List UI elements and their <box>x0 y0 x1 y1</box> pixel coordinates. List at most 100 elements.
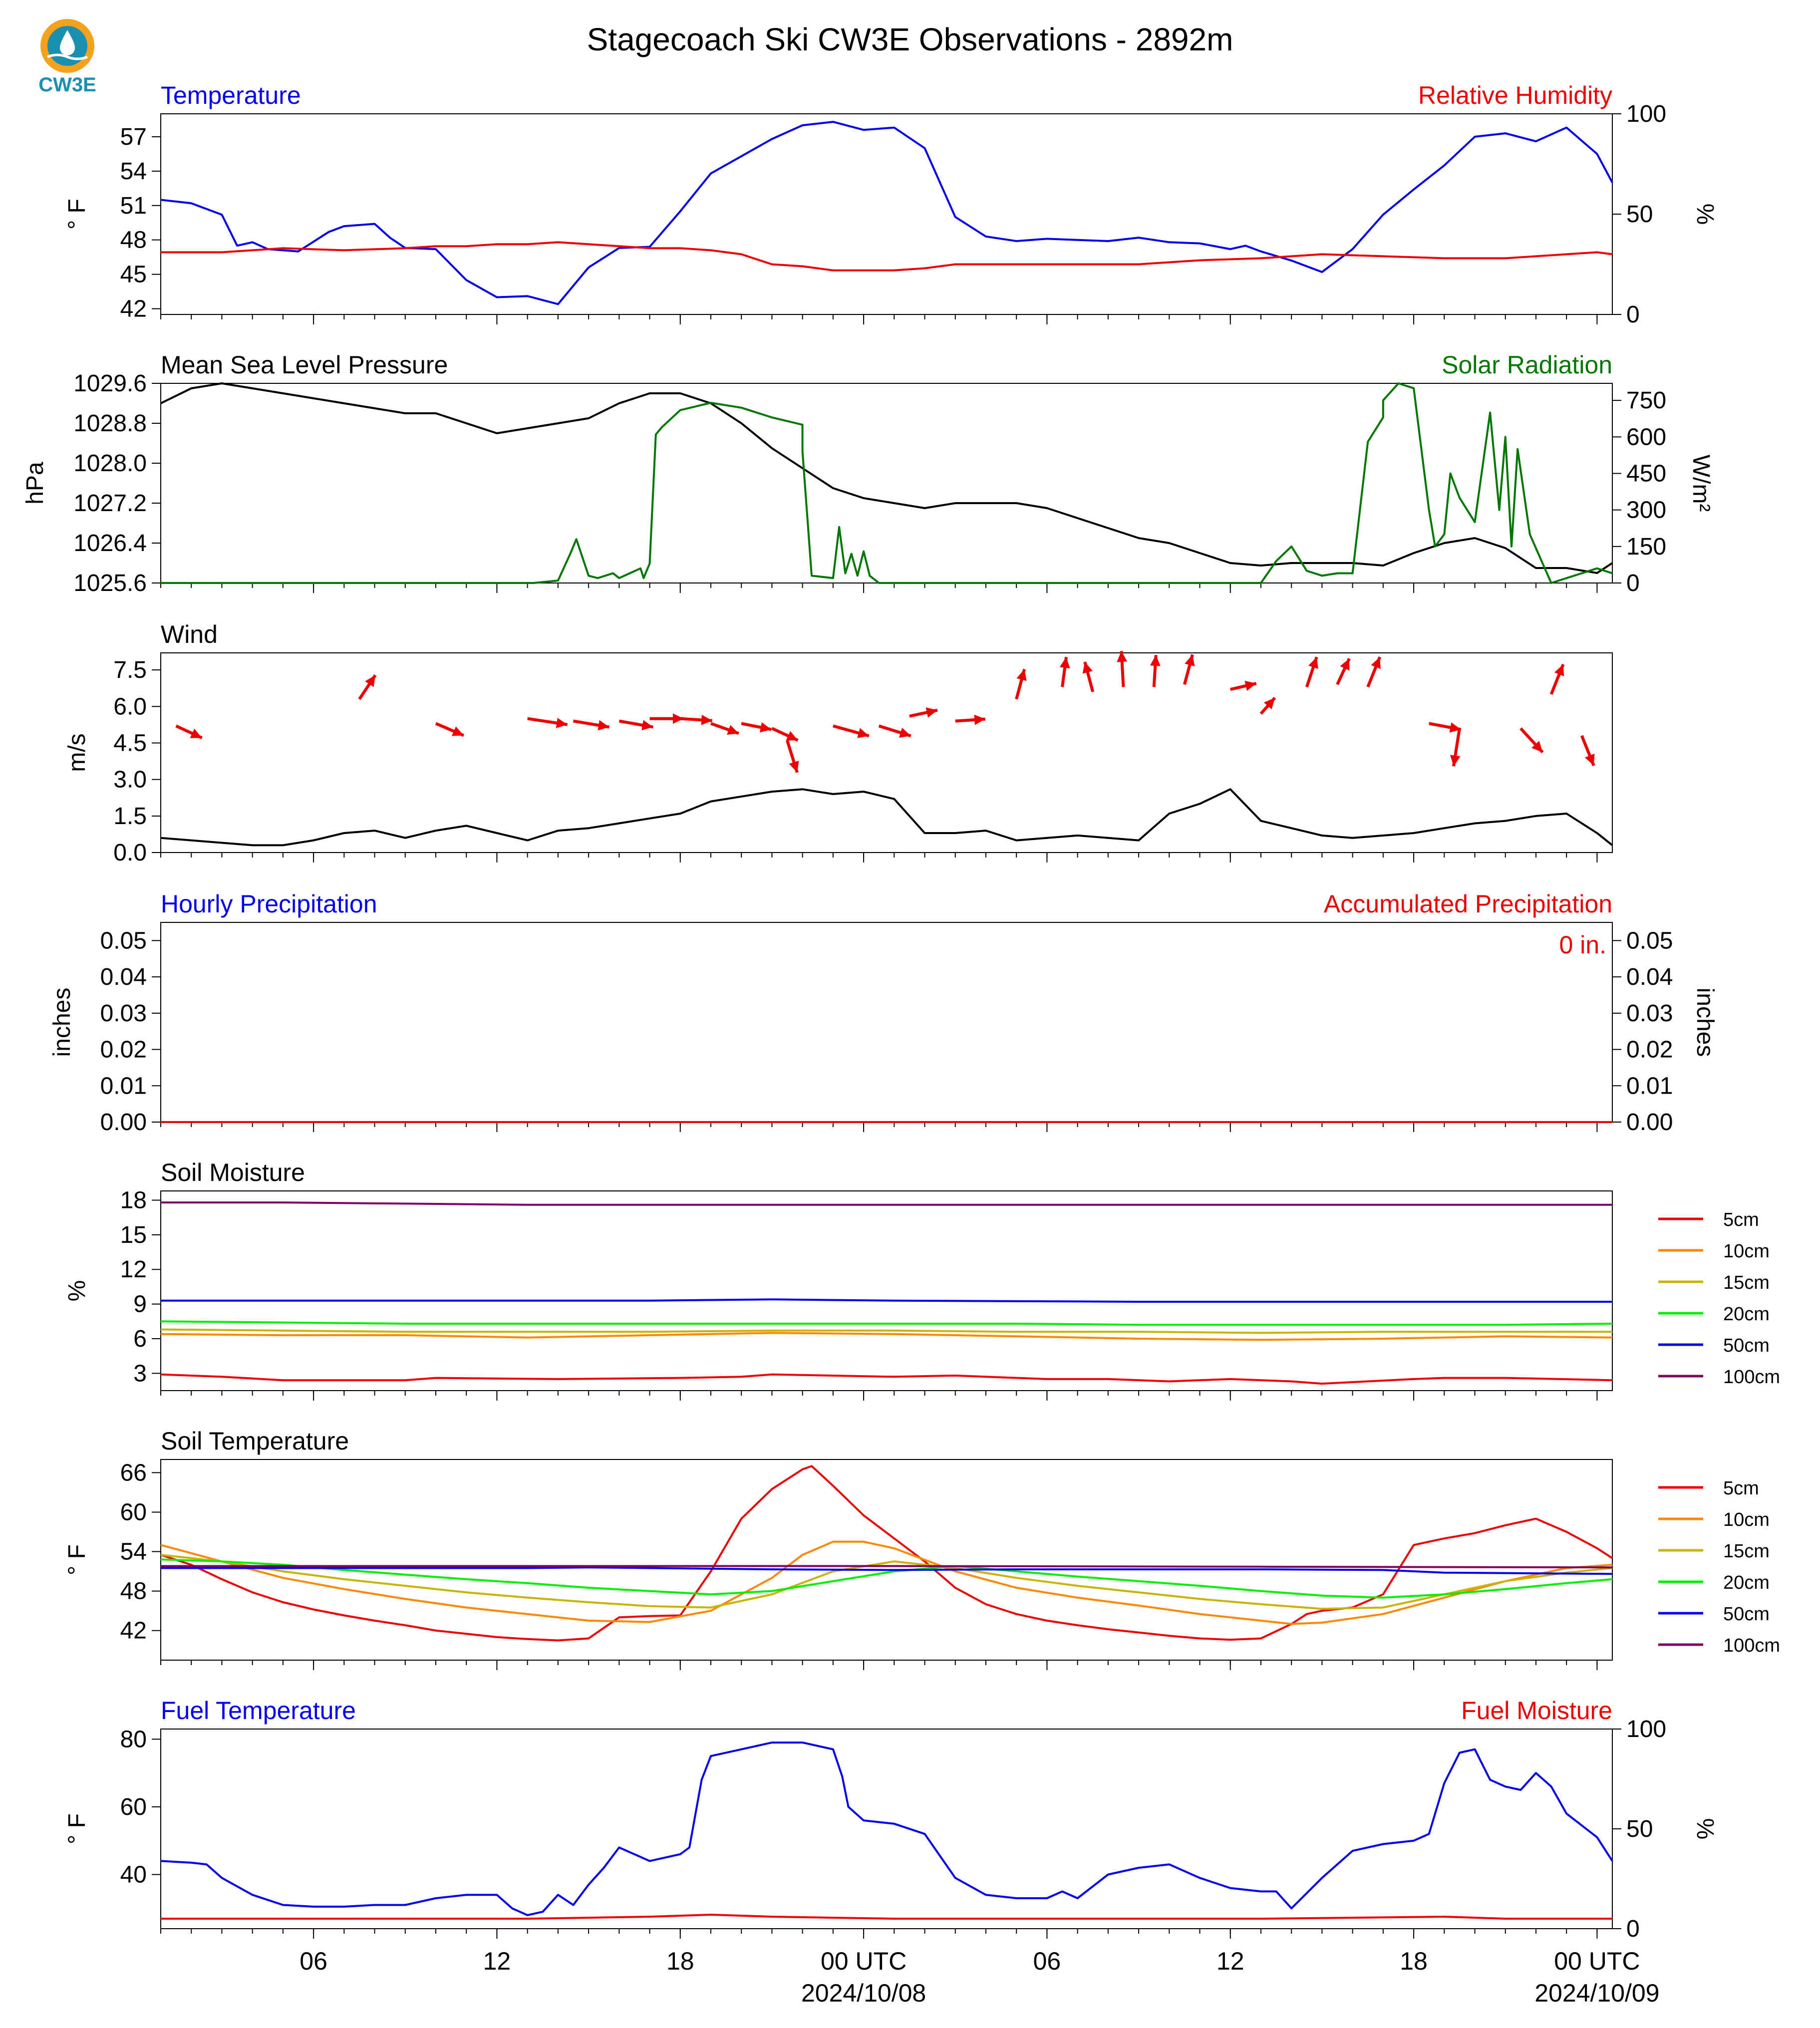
wind-vector <box>1082 661 1095 692</box>
series-line-5cm <box>160 1465 1613 1642</box>
y-tick-label: 80 <box>120 1726 147 1752</box>
y-tick-label: 1026.4 <box>73 530 147 557</box>
y2-axis-label: W/m² <box>1688 455 1714 512</box>
wind-vector-head <box>789 760 799 773</box>
legend-label: 10cm <box>1723 1241 1770 1262</box>
wind-vector <box>649 713 684 724</box>
y2-tick-label: 100 <box>1626 1716 1666 1742</box>
cw3e-logo-text: CW3E <box>38 74 96 96</box>
y2-tick-label: 150 <box>1626 534 1666 560</box>
panel-title-left: Soil Temperature <box>161 1427 349 1455</box>
y-tick-label: 7.5 <box>113 657 147 683</box>
y-tick-label: 1025.6 <box>73 570 147 596</box>
y2-tick-label: 50 <box>1626 201 1653 228</box>
wind-vector-head <box>1263 697 1275 710</box>
panel-title-left: Fuel Temperature <box>161 1697 356 1725</box>
series-line-100cm <box>161 1201 1612 1206</box>
legend-label: 20cm <box>1723 1572 1770 1593</box>
series-line-50cm <box>161 1566 1613 1575</box>
wind-vector-head <box>1554 664 1564 676</box>
series-line-50cm <box>161 1298 1612 1303</box>
series-line-100cm <box>161 1565 1613 1569</box>
wind-vector <box>618 719 653 731</box>
wind-vector-head <box>190 728 202 738</box>
legend-label: 5cm <box>1723 1478 1759 1499</box>
wind-vector <box>1549 663 1565 695</box>
y-tick-label: 3.0 <box>113 767 147 793</box>
wind-vector-head <box>1531 741 1543 753</box>
y-tick-label: 45 <box>120 262 147 288</box>
wind-vector-head <box>786 731 798 741</box>
y-axis-label: ° F <box>64 1813 90 1844</box>
y-tick-label: 4.5 <box>113 730 147 756</box>
y-tick-label: 1028.8 <box>73 410 147 437</box>
wind-vector-head <box>1371 657 1381 669</box>
y2-tick-label: 0.00 <box>1626 1109 1673 1136</box>
y-tick-label: 60 <box>120 1794 147 1820</box>
wind-vector-head <box>759 722 772 733</box>
plot-frame <box>160 1190 1613 1391</box>
panel-pres_solar: Mean Sea Level Pressure Solar Radiation 10… <box>22 351 1714 596</box>
panel-fuel: Fuel Temperature Fuel Moisture 40 60 80 ° F 0 5… <box>64 1697 1718 1942</box>
legend-label: 100cm <box>1723 1367 1780 1388</box>
legend-label: 10cm <box>1723 1509 1770 1530</box>
panel-precip: Hourly Precipitation Accumulated Precipit… <box>49 890 1718 1136</box>
x-tick-label: 18 <box>666 1947 694 1975</box>
y2-tick-label: 0.03 <box>1626 1000 1673 1027</box>
panel-soil_moist: Soil Moisture 3 6 9 12 15 18% 5cm 10cm 15cm 20cm 50… <box>64 1159 1780 1401</box>
wind-vector <box>680 714 712 725</box>
wind-vector <box>1059 656 1070 687</box>
wind-vector-head <box>1308 657 1318 669</box>
y-tick-label: 9 <box>133 1291 147 1318</box>
legend-label: 15cm <box>1723 1272 1770 1293</box>
x-tick-label: 12 <box>1216 1947 1244 1975</box>
wind-vector <box>833 724 870 738</box>
series-line-mean-sea-level-pressure <box>160 382 1613 574</box>
plot-frame <box>160 1729 1613 1929</box>
y-tick-label: 51 <box>120 193 147 219</box>
panel-title-left: Soil Moisture <box>161 1159 305 1186</box>
y-tick-label: 0.04 <box>100 964 147 990</box>
wind-vector-head <box>1059 657 1070 669</box>
wind-vector-head <box>974 714 985 725</box>
y-tick-label: 1.5 <box>113 803 147 830</box>
wind-vector <box>1230 680 1257 691</box>
series-line-15cm <box>160 1554 1613 1610</box>
wind-vector <box>710 722 739 735</box>
precip-total-annotation: 0 in. <box>1559 931 1606 959</box>
y2-tick-label: 0 <box>1626 1916 1640 1942</box>
wind-vector-head <box>452 726 464 736</box>
y-tick-label: 0.05 <box>100 927 147 954</box>
panel-title-left: Mean Sea Level Pressure <box>161 351 448 379</box>
y2-tick-label: 600 <box>1626 424 1666 450</box>
y-tick-label: 57 <box>120 124 147 150</box>
y-tick-label: 0.01 <box>100 1073 147 1099</box>
wind-vector-head <box>1117 651 1128 662</box>
y-axis-label: ° F <box>64 1544 90 1575</box>
y2-tick-label: 0.04 <box>1626 964 1673 990</box>
y-tick-label: 1029.6 <box>73 370 147 397</box>
panel-soil_temp: Soil Temperature 42 48 54 60 66 ° F 5cm 10cm 15cm… <box>64 1427 1780 1670</box>
wind-vector <box>786 740 799 773</box>
wind-vector-head <box>1244 680 1256 691</box>
series-line-10cm <box>160 1540 1613 1625</box>
panel-title-right: Solar Radiation <box>1442 351 1612 379</box>
y-tick-label: 42 <box>120 1618 147 1644</box>
x-tick-label: 06 <box>1033 1947 1061 1975</box>
y-tick-label: 66 <box>120 1459 147 1486</box>
series-line-fuel-moisture <box>161 1914 1612 1920</box>
panel-title-left: Wind <box>161 620 218 648</box>
wind-vector <box>358 674 377 700</box>
panel-title-right: Fuel Moisture <box>1461 1697 1612 1725</box>
plot-frame <box>160 1459 1613 1661</box>
wind-vector-head <box>598 720 609 731</box>
x-tick-label: 18 <box>1400 1947 1428 1975</box>
panel-title-left: Temperature <box>161 81 301 109</box>
x-date-label: 2024/10/09 <box>1534 1979 1659 2007</box>
x-tick-label: 06 <box>300 1947 327 1975</box>
y2-axis-label: % <box>1692 204 1718 225</box>
figure-title: Stagecoach Ski CW3E Observations - 2892m <box>587 21 1233 57</box>
series-line-wind-speed <box>160 788 1613 847</box>
wind-vector-head <box>1016 669 1027 681</box>
